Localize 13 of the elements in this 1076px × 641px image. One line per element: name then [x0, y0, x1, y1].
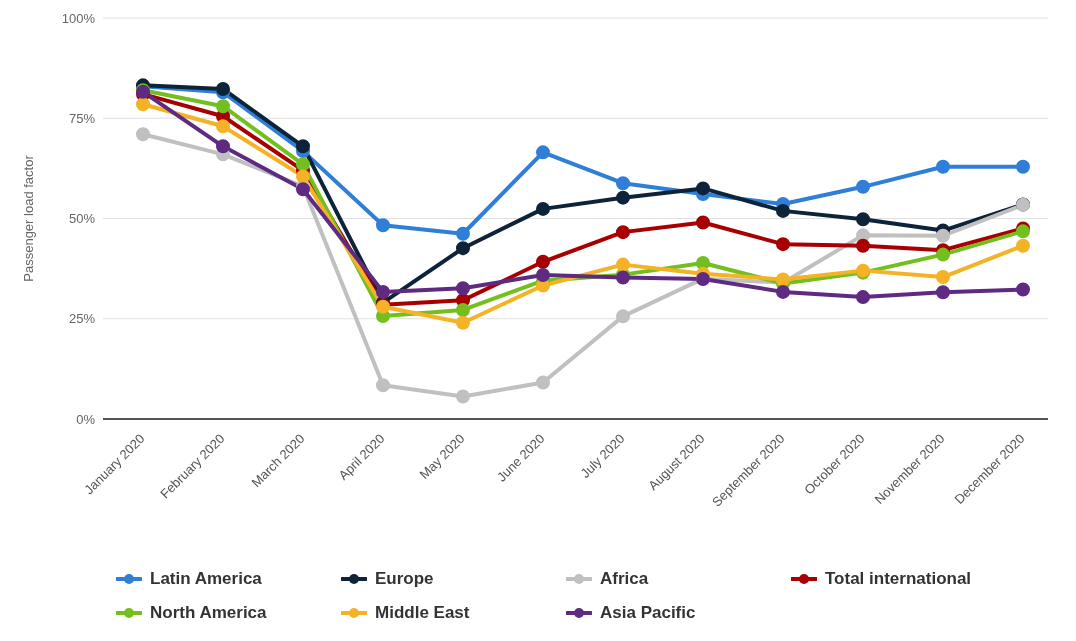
y-tick-label: 25% — [68, 311, 96, 327]
y-tick-label: 75% — [68, 110, 96, 126]
y-tick-label: 50% — [68, 211, 96, 227]
legend-label: North America — [150, 603, 267, 623]
legend-label: Asia Pacific — [600, 603, 696, 623]
legend-label: Latin America — [150, 569, 262, 589]
legend-label: Africa — [600, 569, 649, 589]
legend-label: Total international — [825, 569, 972, 589]
legend-label: Europe — [375, 569, 434, 589]
y-tick-label: 0% — [76, 411, 96, 427]
legend-label: Middle East — [375, 603, 470, 623]
y-tick-label: 100% — [61, 10, 96, 26]
y-axis-title: Passenger load factor — [20, 154, 36, 282]
